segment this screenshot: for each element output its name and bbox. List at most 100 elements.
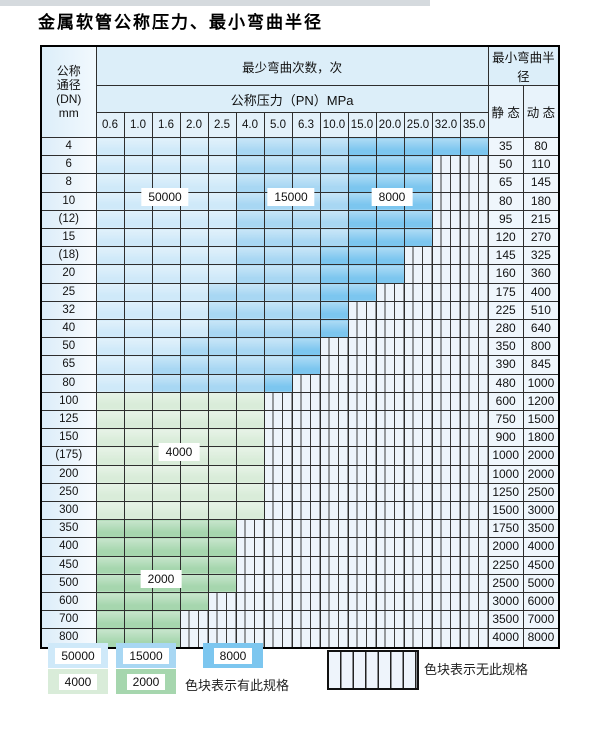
no-spec-cell bbox=[347, 319, 377, 339]
pressure-col-header: 35.0 bbox=[459, 112, 489, 138]
spec-cell-b2 bbox=[235, 246, 265, 266]
spec-cell-b2 bbox=[207, 319, 237, 339]
spec-cell-b3 bbox=[403, 155, 433, 175]
no-spec-cell bbox=[431, 592, 461, 612]
spec-cell-g1 bbox=[95, 428, 125, 448]
dynamic-radius-cell: 640 bbox=[522, 319, 560, 339]
static-radius-cell: 80 bbox=[487, 191, 524, 211]
spec-cell-b2 bbox=[235, 300, 265, 321]
static-radius-cell: 3000 bbox=[487, 592, 524, 612]
spec-cell-g2 bbox=[179, 537, 209, 557]
spec-cell-b1 bbox=[207, 191, 237, 211]
static-col-header: 静 态 bbox=[487, 85, 524, 138]
spec-cell-b2 bbox=[263, 337, 293, 357]
dn-cell: 700 bbox=[40, 610, 97, 630]
no-spec-cell bbox=[375, 464, 405, 484]
spec-cell-b3 bbox=[319, 264, 349, 284]
spec-cell-b2 bbox=[263, 264, 293, 284]
no-spec-cell bbox=[431, 501, 461, 521]
spec-cell-b2 bbox=[263, 209, 293, 230]
spec-cell-g1 bbox=[151, 482, 181, 503]
dn-cell: 65 bbox=[40, 355, 97, 375]
spec-cell-g2 bbox=[179, 573, 209, 594]
no-spec-cell bbox=[375, 373, 405, 393]
spec-cell-b1 bbox=[207, 155, 237, 175]
static-radius-cell: 225 bbox=[487, 300, 524, 321]
no-spec-cell bbox=[347, 337, 377, 357]
no-spec-cell bbox=[459, 337, 489, 357]
no-spec-cell bbox=[375, 355, 405, 375]
spec-cell-g1 bbox=[123, 501, 153, 521]
no-spec-cell bbox=[263, 519, 293, 539]
legend-swatch-label: 8000 bbox=[213, 647, 253, 664]
no-spec-cell bbox=[319, 592, 349, 612]
no-spec-cell bbox=[291, 428, 321, 448]
spec-table: 公称 通径 (DN) mm 最少弯曲次数，次 最小弯曲半径 公称压力（PN）MPa 静… bbox=[40, 45, 561, 649]
pressure-col-header: 6.3 bbox=[291, 112, 321, 138]
no-spec-cell bbox=[431, 246, 461, 266]
spec-cell-b1 bbox=[151, 155, 181, 175]
spec-cell-b3 bbox=[291, 337, 321, 357]
spec-cell-b2 bbox=[235, 355, 265, 375]
static-radius-cell: 1750 bbox=[487, 519, 524, 539]
spec-cell-g1 bbox=[207, 501, 237, 521]
legend-swatch-8000: 8000 bbox=[203, 643, 263, 668]
no-spec-cell bbox=[347, 446, 377, 466]
dynamic-radius-cell: 360 bbox=[522, 264, 560, 284]
dn-cell: 300 bbox=[40, 501, 97, 521]
spec-cell-b2 bbox=[319, 191, 349, 211]
no-spec-cell bbox=[431, 282, 461, 302]
no-spec-cell bbox=[459, 592, 489, 612]
no-spec-cell bbox=[347, 501, 377, 521]
no-spec-cell bbox=[291, 519, 321, 539]
spec-cell-b1 bbox=[123, 319, 153, 339]
spec-cell-b1 bbox=[179, 282, 209, 302]
no-spec-cell bbox=[375, 428, 405, 448]
no-spec-cell bbox=[431, 428, 461, 448]
spec-cell-b2 bbox=[235, 209, 265, 230]
spec-cell-b2 bbox=[319, 173, 349, 193]
spec-cell-g1 bbox=[179, 391, 209, 412]
no-spec-cell bbox=[459, 482, 489, 503]
dn-cell: 4 bbox=[40, 136, 97, 157]
legend: 50000 15000 8000 4000 2000 色块表示有此规格 色块表示无此规格 bbox=[40, 643, 580, 713]
no-spec-cell bbox=[235, 610, 265, 630]
no-spec-cell bbox=[459, 537, 489, 557]
static-radius-cell: 2250 bbox=[487, 555, 524, 575]
dn-cell: 25 bbox=[40, 282, 97, 302]
dn-cell: 125 bbox=[40, 410, 97, 430]
region-label-15000: 15000 bbox=[267, 188, 315, 206]
corner-header-line: 公称 bbox=[56, 64, 81, 78]
table-row: 700 3500 7000 bbox=[40, 610, 560, 630]
pressure-header: 公称压力（PN）MPa bbox=[95, 85, 489, 113]
spec-cell-b1 bbox=[95, 173, 125, 193]
spec-cell-b3 bbox=[403, 209, 433, 230]
spec-cell-b2 bbox=[319, 136, 349, 157]
no-spec-cell bbox=[347, 410, 377, 430]
spec-cell-g2 bbox=[95, 610, 125, 630]
dn-cell: 15 bbox=[40, 228, 97, 248]
table-row: 100 600 1200 bbox=[40, 391, 560, 412]
dn-cell: 32 bbox=[40, 300, 97, 321]
no-spec-cell bbox=[291, 628, 321, 649]
legend-swatch-label: 4000 bbox=[58, 673, 98, 690]
dn-cell: 500 bbox=[40, 573, 97, 594]
no-spec-cell bbox=[431, 209, 461, 230]
spec-cell-g2 bbox=[95, 519, 125, 539]
no-spec-cell bbox=[403, 282, 433, 302]
dynamic-radius-cell: 800 bbox=[522, 337, 560, 357]
spec-cell-b1 bbox=[179, 136, 209, 157]
no-spec-cell bbox=[291, 446, 321, 466]
spec-cell-b3 bbox=[403, 228, 433, 248]
no-spec-cell bbox=[235, 573, 265, 594]
pressure-col-header: 32.0 bbox=[431, 112, 461, 138]
dn-cell: 600 bbox=[40, 592, 97, 612]
no-spec-cell bbox=[403, 464, 433, 484]
no-spec-cell bbox=[431, 555, 461, 575]
static-radius-cell: 1250 bbox=[487, 482, 524, 503]
spec-cell-b1 bbox=[207, 246, 237, 266]
spec-cell-b2 bbox=[263, 319, 293, 339]
no-spec-cell bbox=[291, 482, 321, 503]
spec-cell-g1 bbox=[123, 482, 153, 503]
no-spec-cell bbox=[459, 501, 489, 521]
